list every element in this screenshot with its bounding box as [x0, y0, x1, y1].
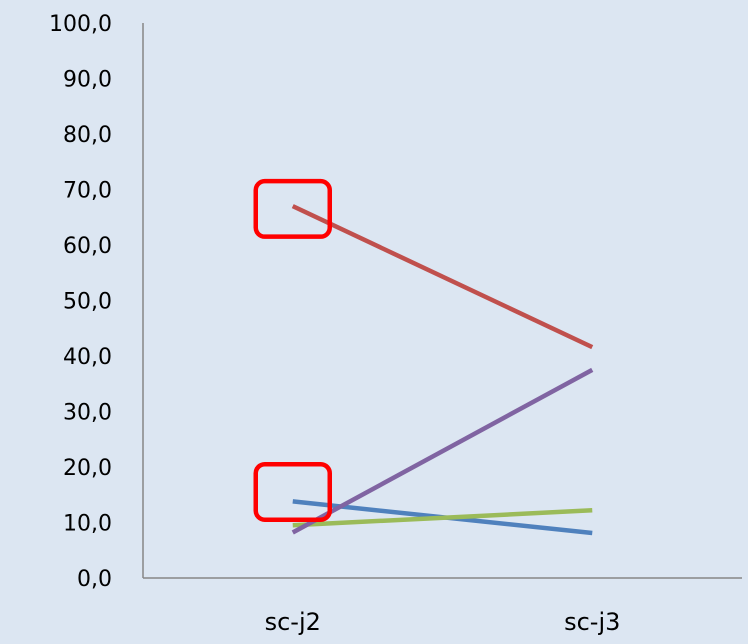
y-tick-label: 60,0	[63, 234, 112, 259]
x-category-labels: sc-j2 sc-j3	[265, 608, 621, 636]
y-tick-label: 100,0	[49, 12, 112, 37]
y-tick-label: 50,0	[63, 290, 112, 315]
y-tick-label: 20,0	[63, 456, 112, 481]
y-tick-label: 90,0	[63, 68, 112, 93]
series-line-2	[291, 204, 594, 350]
series-lines	[291, 204, 594, 536]
y-tick-label: 80,0	[63, 123, 112, 148]
x-category-label: sc-j3	[564, 608, 620, 636]
x-category-label: sc-j2	[265, 608, 321, 636]
y-tick-label: 0,0	[77, 567, 112, 592]
highlight-box-2	[253, 461, 332, 522]
y-tick-label: 70,0	[63, 179, 112, 204]
y-tick-label: 40,0	[63, 345, 112, 370]
series-line-3	[292, 508, 593, 528]
series-line-4	[291, 367, 594, 535]
highlight-box-1	[253, 178, 332, 239]
y-tick-label: 30,0	[63, 401, 112, 426]
y-tick-label: 10,0	[63, 512, 112, 537]
highlight-boxes	[253, 178, 332, 522]
y-tick-labels: 0,0 10,0 20,0 30,0 40,0 50,0 60,0 70,0 80,0 90,0 1…	[49, 12, 112, 592]
